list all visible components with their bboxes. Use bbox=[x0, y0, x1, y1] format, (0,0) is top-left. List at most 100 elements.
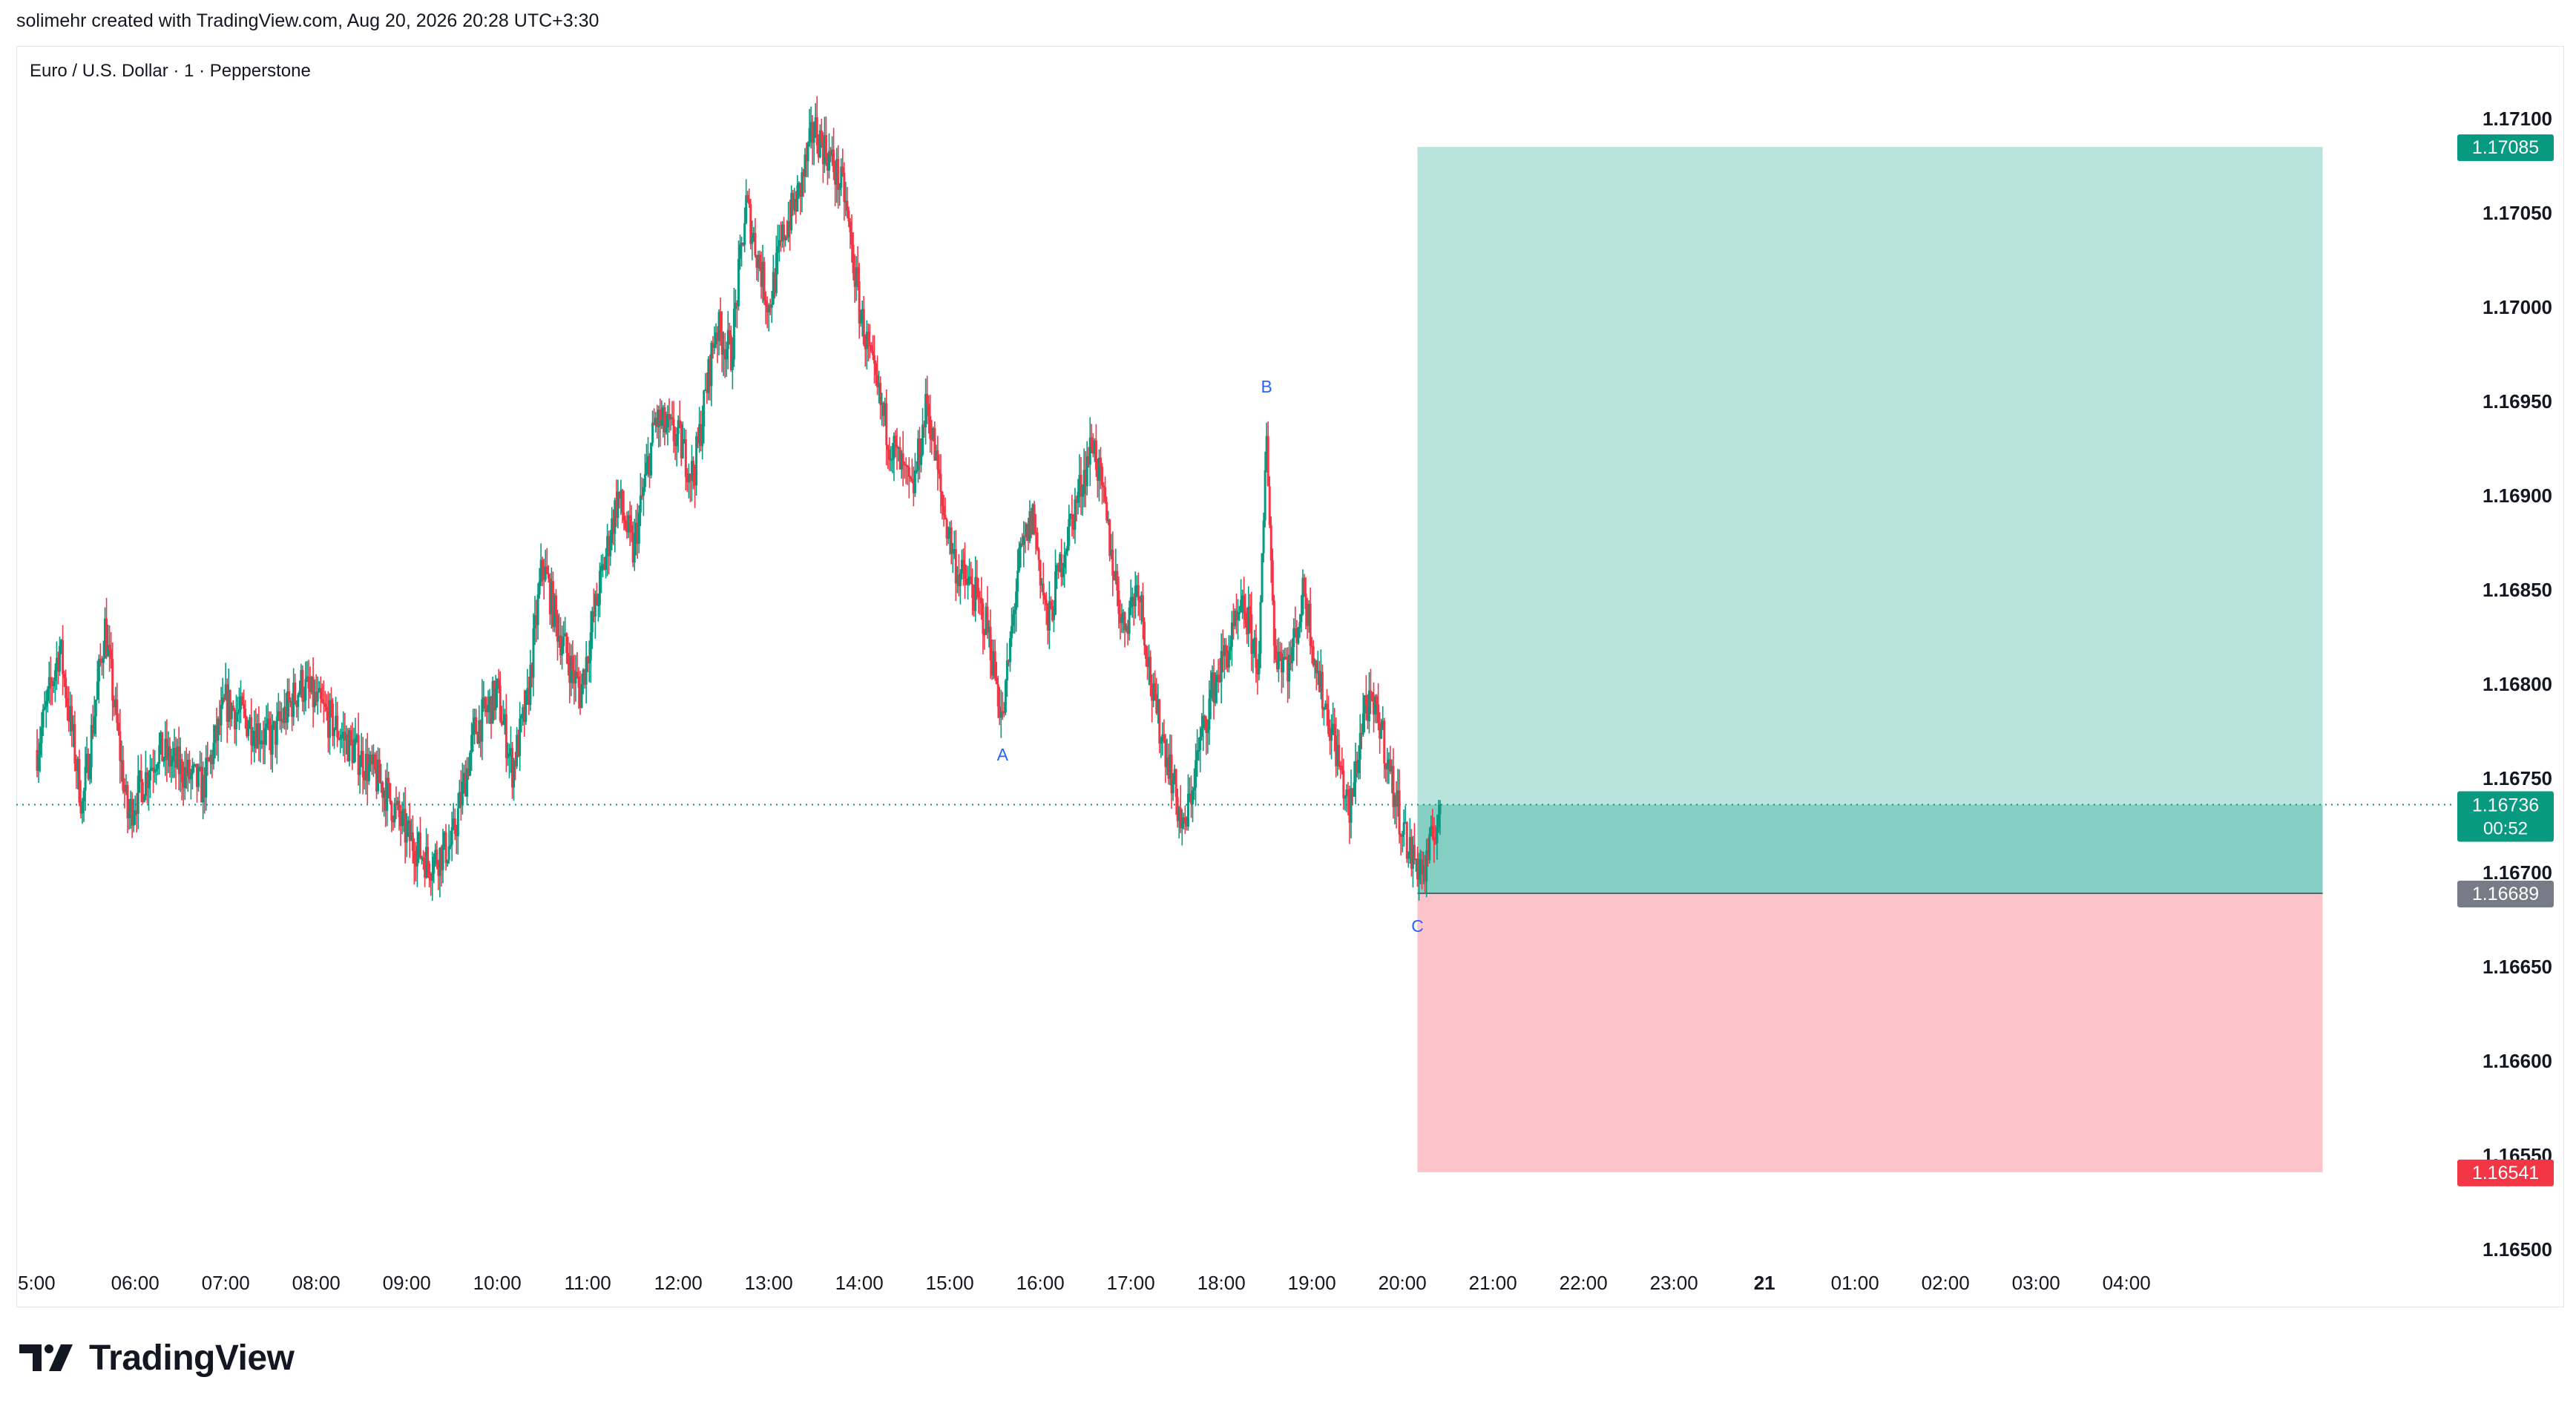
candle-up bbox=[1253, 637, 1256, 640]
candle-down bbox=[678, 420, 681, 424]
candle-up bbox=[951, 549, 954, 554]
candle-down bbox=[1151, 685, 1154, 701]
candle-down bbox=[75, 763, 78, 771]
candle-up bbox=[360, 750, 363, 767]
candle-up bbox=[170, 761, 173, 766]
candle-up bbox=[189, 774, 192, 780]
candle-up bbox=[544, 566, 547, 580]
candle-up bbox=[191, 765, 194, 775]
candle-down bbox=[982, 603, 985, 634]
candle-down bbox=[1185, 821, 1188, 827]
tradingview-logo-text: TradingView bbox=[89, 1338, 295, 1378]
candle-up bbox=[513, 761, 516, 788]
candle-down bbox=[511, 748, 513, 788]
candle-up bbox=[76, 758, 79, 771]
candle-down bbox=[361, 750, 364, 778]
candle-down bbox=[411, 832, 414, 851]
candle-up bbox=[1192, 790, 1195, 804]
candle-up bbox=[654, 418, 657, 425]
candle-down bbox=[622, 512, 625, 521]
candle-down bbox=[185, 766, 188, 777]
candle-down bbox=[789, 221, 792, 231]
candle-down bbox=[1235, 611, 1238, 620]
candle-up bbox=[147, 780, 150, 789]
candle-up bbox=[620, 490, 622, 499]
candle-down bbox=[336, 715, 339, 738]
candle-down bbox=[116, 699, 119, 723]
time-tick-label: 06:00 bbox=[111, 1272, 160, 1294]
candle-up bbox=[960, 559, 963, 574]
candle-up bbox=[580, 683, 583, 708]
candle-down bbox=[876, 375, 879, 388]
candle-up bbox=[967, 579, 970, 585]
candle-down bbox=[885, 403, 888, 446]
candle-up bbox=[1419, 859, 1422, 869]
candle-down bbox=[719, 312, 722, 332]
candle-up bbox=[1173, 769, 1176, 782]
candle-up bbox=[377, 759, 380, 792]
candle-up bbox=[458, 792, 461, 809]
candle-down bbox=[1080, 474, 1082, 497]
candle-up bbox=[956, 575, 959, 584]
candle-down bbox=[1389, 759, 1392, 772]
candle-down bbox=[1376, 696, 1379, 705]
price-tag-0-text: 1.17085 bbox=[2472, 137, 2539, 158]
candle-up bbox=[633, 533, 636, 562]
candle-up bbox=[722, 349, 725, 355]
candle-up bbox=[1214, 682, 1217, 703]
candle-up bbox=[144, 772, 147, 796]
candle-down bbox=[1250, 614, 1253, 654]
candle-up bbox=[47, 677, 50, 689]
candle-down bbox=[323, 703, 326, 707]
candle-down bbox=[363, 777, 366, 781]
candle-down bbox=[141, 782, 144, 803]
candle-up bbox=[249, 717, 252, 728]
candle-up bbox=[913, 470, 916, 493]
candle-down bbox=[1347, 789, 1350, 794]
candle-up bbox=[266, 718, 269, 724]
time-tick-label: 02:00 bbox=[1922, 1272, 1970, 1294]
candle-up bbox=[367, 763, 370, 781]
candle-down bbox=[1373, 700, 1376, 715]
candle-up bbox=[1195, 760, 1197, 788]
candle-up bbox=[597, 605, 599, 607]
candle-up bbox=[947, 536, 950, 539]
candle-down bbox=[1021, 543, 1024, 545]
candle-down bbox=[556, 614, 559, 642]
candle-down bbox=[636, 522, 639, 544]
candle-up bbox=[558, 635, 561, 642]
candle-down bbox=[998, 706, 1001, 718]
candle-down bbox=[188, 759, 191, 780]
candle-up bbox=[289, 700, 292, 703]
candle-up bbox=[599, 565, 602, 571]
candle-up bbox=[348, 730, 351, 761]
candle-down bbox=[692, 461, 694, 482]
candle-down bbox=[390, 801, 393, 821]
candle-down bbox=[485, 709, 488, 712]
candle-down bbox=[66, 697, 69, 707]
time-axis: 5:00 06:00 07:00 08:00 09:00 10:00 11:00 12:00 1… bbox=[18, 1272, 2151, 1294]
candle-up bbox=[1166, 757, 1169, 767]
price-tick-label: 1.16650 bbox=[2483, 956, 2552, 978]
candle-up bbox=[1025, 524, 1028, 536]
candle-down bbox=[404, 809, 407, 843]
candle-down bbox=[490, 696, 493, 724]
price-tick-label: 1.16950 bbox=[2483, 390, 2552, 413]
candle-down bbox=[672, 419, 675, 441]
candle-down bbox=[535, 615, 538, 625]
candle-up bbox=[1374, 696, 1377, 715]
candle-down bbox=[1266, 436, 1269, 487]
candle-up bbox=[286, 691, 289, 723]
candle-down bbox=[1143, 622, 1146, 646]
candle-up bbox=[1229, 646, 1232, 651]
candle-down bbox=[841, 166, 844, 173]
candle-down bbox=[1137, 585, 1140, 601]
candle-down bbox=[754, 233, 757, 256]
candle-up bbox=[224, 684, 227, 700]
candle-down bbox=[63, 674, 66, 678]
candle-down bbox=[938, 469, 941, 474]
candle-up bbox=[761, 261, 764, 287]
candle-down bbox=[1036, 532, 1039, 550]
candle-up bbox=[415, 846, 418, 867]
